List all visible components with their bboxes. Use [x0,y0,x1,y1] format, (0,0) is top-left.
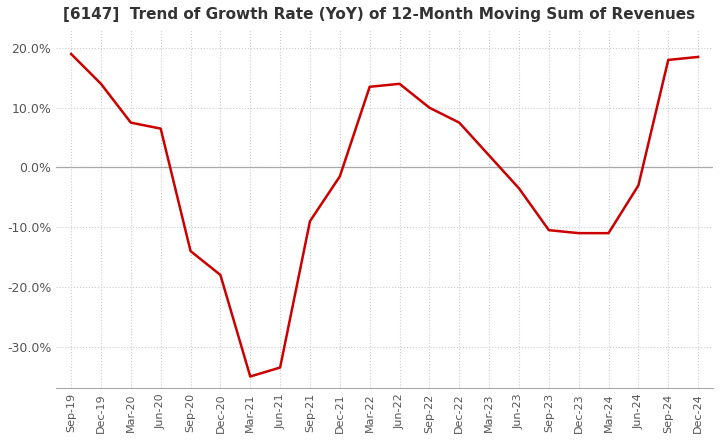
Text: [6147]  Trend of Growth Rate (YoY) of 12-Month Moving Sum of Revenues: [6147] Trend of Growth Rate (YoY) of 12-… [63,7,695,22]
